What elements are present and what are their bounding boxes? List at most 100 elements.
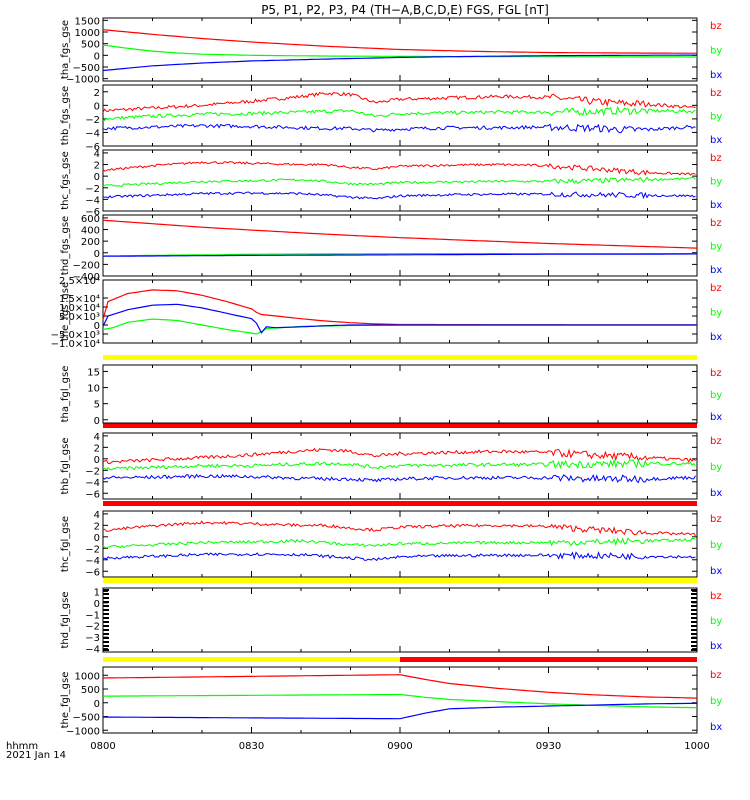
legend-by: by	[710, 390, 722, 401]
panel-ylabel: tha_fgs_gse	[60, 20, 71, 79]
panel-ylabel: thd_fgs_gse	[60, 216, 71, 275]
ytick-label: 5.0×10³	[59, 312, 100, 323]
ytick-label: 2	[94, 88, 100, 99]
panel-ylabel: the_fgl_gse	[60, 672, 71, 729]
ytick-label: −3	[85, 633, 100, 644]
legend-bx: bx	[710, 566, 722, 577]
ytick-label: 2	[94, 161, 100, 172]
ytick-label: 1	[94, 587, 100, 598]
ytick-label: 2.5×10⁴	[59, 276, 100, 287]
ytick-label: −4	[85, 195, 100, 206]
ytick-label: 1000	[75, 671, 100, 682]
ytick-label: 4	[94, 432, 100, 443]
time-tick-label: 0930	[536, 741, 561, 752]
legend-bz: bz	[710, 283, 722, 294]
ytick-label: −2	[85, 466, 100, 477]
legend-bz: bz	[710, 21, 722, 32]
legend-bx: bx	[710, 265, 722, 276]
panel-frame	[102, 432, 698, 500]
ytick-label: 4	[94, 149, 100, 160]
legend-bx: bx	[710, 641, 722, 652]
panel-ylabel: tha_fgl_gse	[60, 366, 71, 423]
series-bz	[102, 91, 696, 113]
series-bx	[102, 702, 698, 720]
legend-bx: bx	[710, 70, 722, 81]
ytick-label: −1	[85, 610, 100, 621]
series-by	[103, 693, 698, 709]
legend-bz: bz	[710, 670, 722, 681]
ytick-label: 500	[81, 685, 100, 696]
ytick-label: −1000	[66, 75, 100, 86]
status-bar-segment	[400, 657, 697, 662]
ytick-label: 1.0×10⁴	[59, 303, 100, 314]
ytick-label: 4	[94, 510, 100, 521]
ytick-label: −2	[85, 184, 100, 195]
ytick-label: 0	[94, 599, 100, 610]
legend-bx: bx	[710, 135, 722, 146]
ytick-label: 600	[81, 214, 100, 225]
series-by	[102, 44, 697, 58]
legend-bz: bz	[710, 153, 722, 164]
ytick-label: 2	[94, 443, 100, 454]
panel-frame	[102, 587, 698, 653]
series-by	[102, 105, 696, 121]
time-axis-date: 2021 Jan 14	[6, 750, 66, 761]
ytick-label: −6	[85, 142, 100, 153]
panel-ylabel: thc_fgl_gse	[60, 516, 71, 572]
series-by	[102, 458, 696, 471]
series-bx	[103, 253, 697, 257]
ytick-label: 1.5×10⁴	[59, 294, 100, 305]
panel-frame	[102, 364, 698, 424]
panel-thb_fgl_gse: 420−2−4−6 thb_fgl_gse bz by bx	[60, 432, 722, 500]
legend-bz: bz	[710, 436, 722, 447]
series-bz	[102, 29, 697, 54]
ytick-label: 400	[81, 226, 100, 237]
legend-bz: bz	[710, 591, 722, 602]
ytick-label: 15	[87, 367, 100, 378]
panel-frame	[102, 510, 698, 578]
time-tick-label: 0800	[90, 741, 115, 752]
ytick-label: −4	[85, 645, 100, 656]
series-bz	[102, 520, 696, 537]
panel-ylabel: thc_fgs_gse	[60, 151, 71, 210]
chart-title: P5, P1, P2, P3, P4 (TH−A,B,C,D,E) FGS, F…	[261, 3, 549, 17]
series-bx	[102, 473, 696, 484]
series-by	[102, 537, 696, 549]
ytick-label: −4	[85, 128, 100, 139]
series-bz	[102, 447, 696, 465]
time-axis-label: hhmm	[6, 741, 38, 752]
ytick-label: −400	[73, 272, 100, 283]
time-axis: 0800 0830 0900 0930 1000	[90, 741, 709, 752]
ytick-label: 0	[94, 416, 100, 427]
legend-bx: bx	[710, 722, 722, 733]
ytick-label: 0	[94, 699, 100, 710]
series-bx	[102, 54, 697, 72]
series-bx	[102, 123, 696, 134]
ytick-label: 10	[87, 384, 100, 395]
series-bx	[102, 191, 696, 200]
ytick-label: −5.0×10³	[51, 330, 100, 341]
panel-ylabel: the_fgs_gse	[60, 282, 71, 341]
legend-by: by	[710, 540, 722, 551]
legend-bx: bx	[710, 332, 722, 343]
status-bar-segment	[103, 501, 697, 506]
ytick-label: −4	[85, 556, 100, 567]
legend-by: by	[710, 46, 722, 57]
legend-by: by	[710, 112, 722, 123]
series-bz	[102, 219, 698, 249]
panel-thc_fgs_gse: 420−2−4−6 thc_fgs_gse bz by bx	[60, 149, 722, 218]
ytick-label: −6	[85, 489, 100, 500]
ytick-label: −6	[85, 567, 100, 578]
ytick-label: 0	[94, 533, 100, 544]
legend-by: by	[710, 696, 722, 707]
time-tick-label: 0900	[387, 741, 412, 752]
legend-by: by	[710, 462, 722, 473]
legend-by: by	[710, 308, 722, 319]
ytick-label: 0	[94, 321, 100, 332]
ytick-label: 0	[94, 101, 100, 112]
